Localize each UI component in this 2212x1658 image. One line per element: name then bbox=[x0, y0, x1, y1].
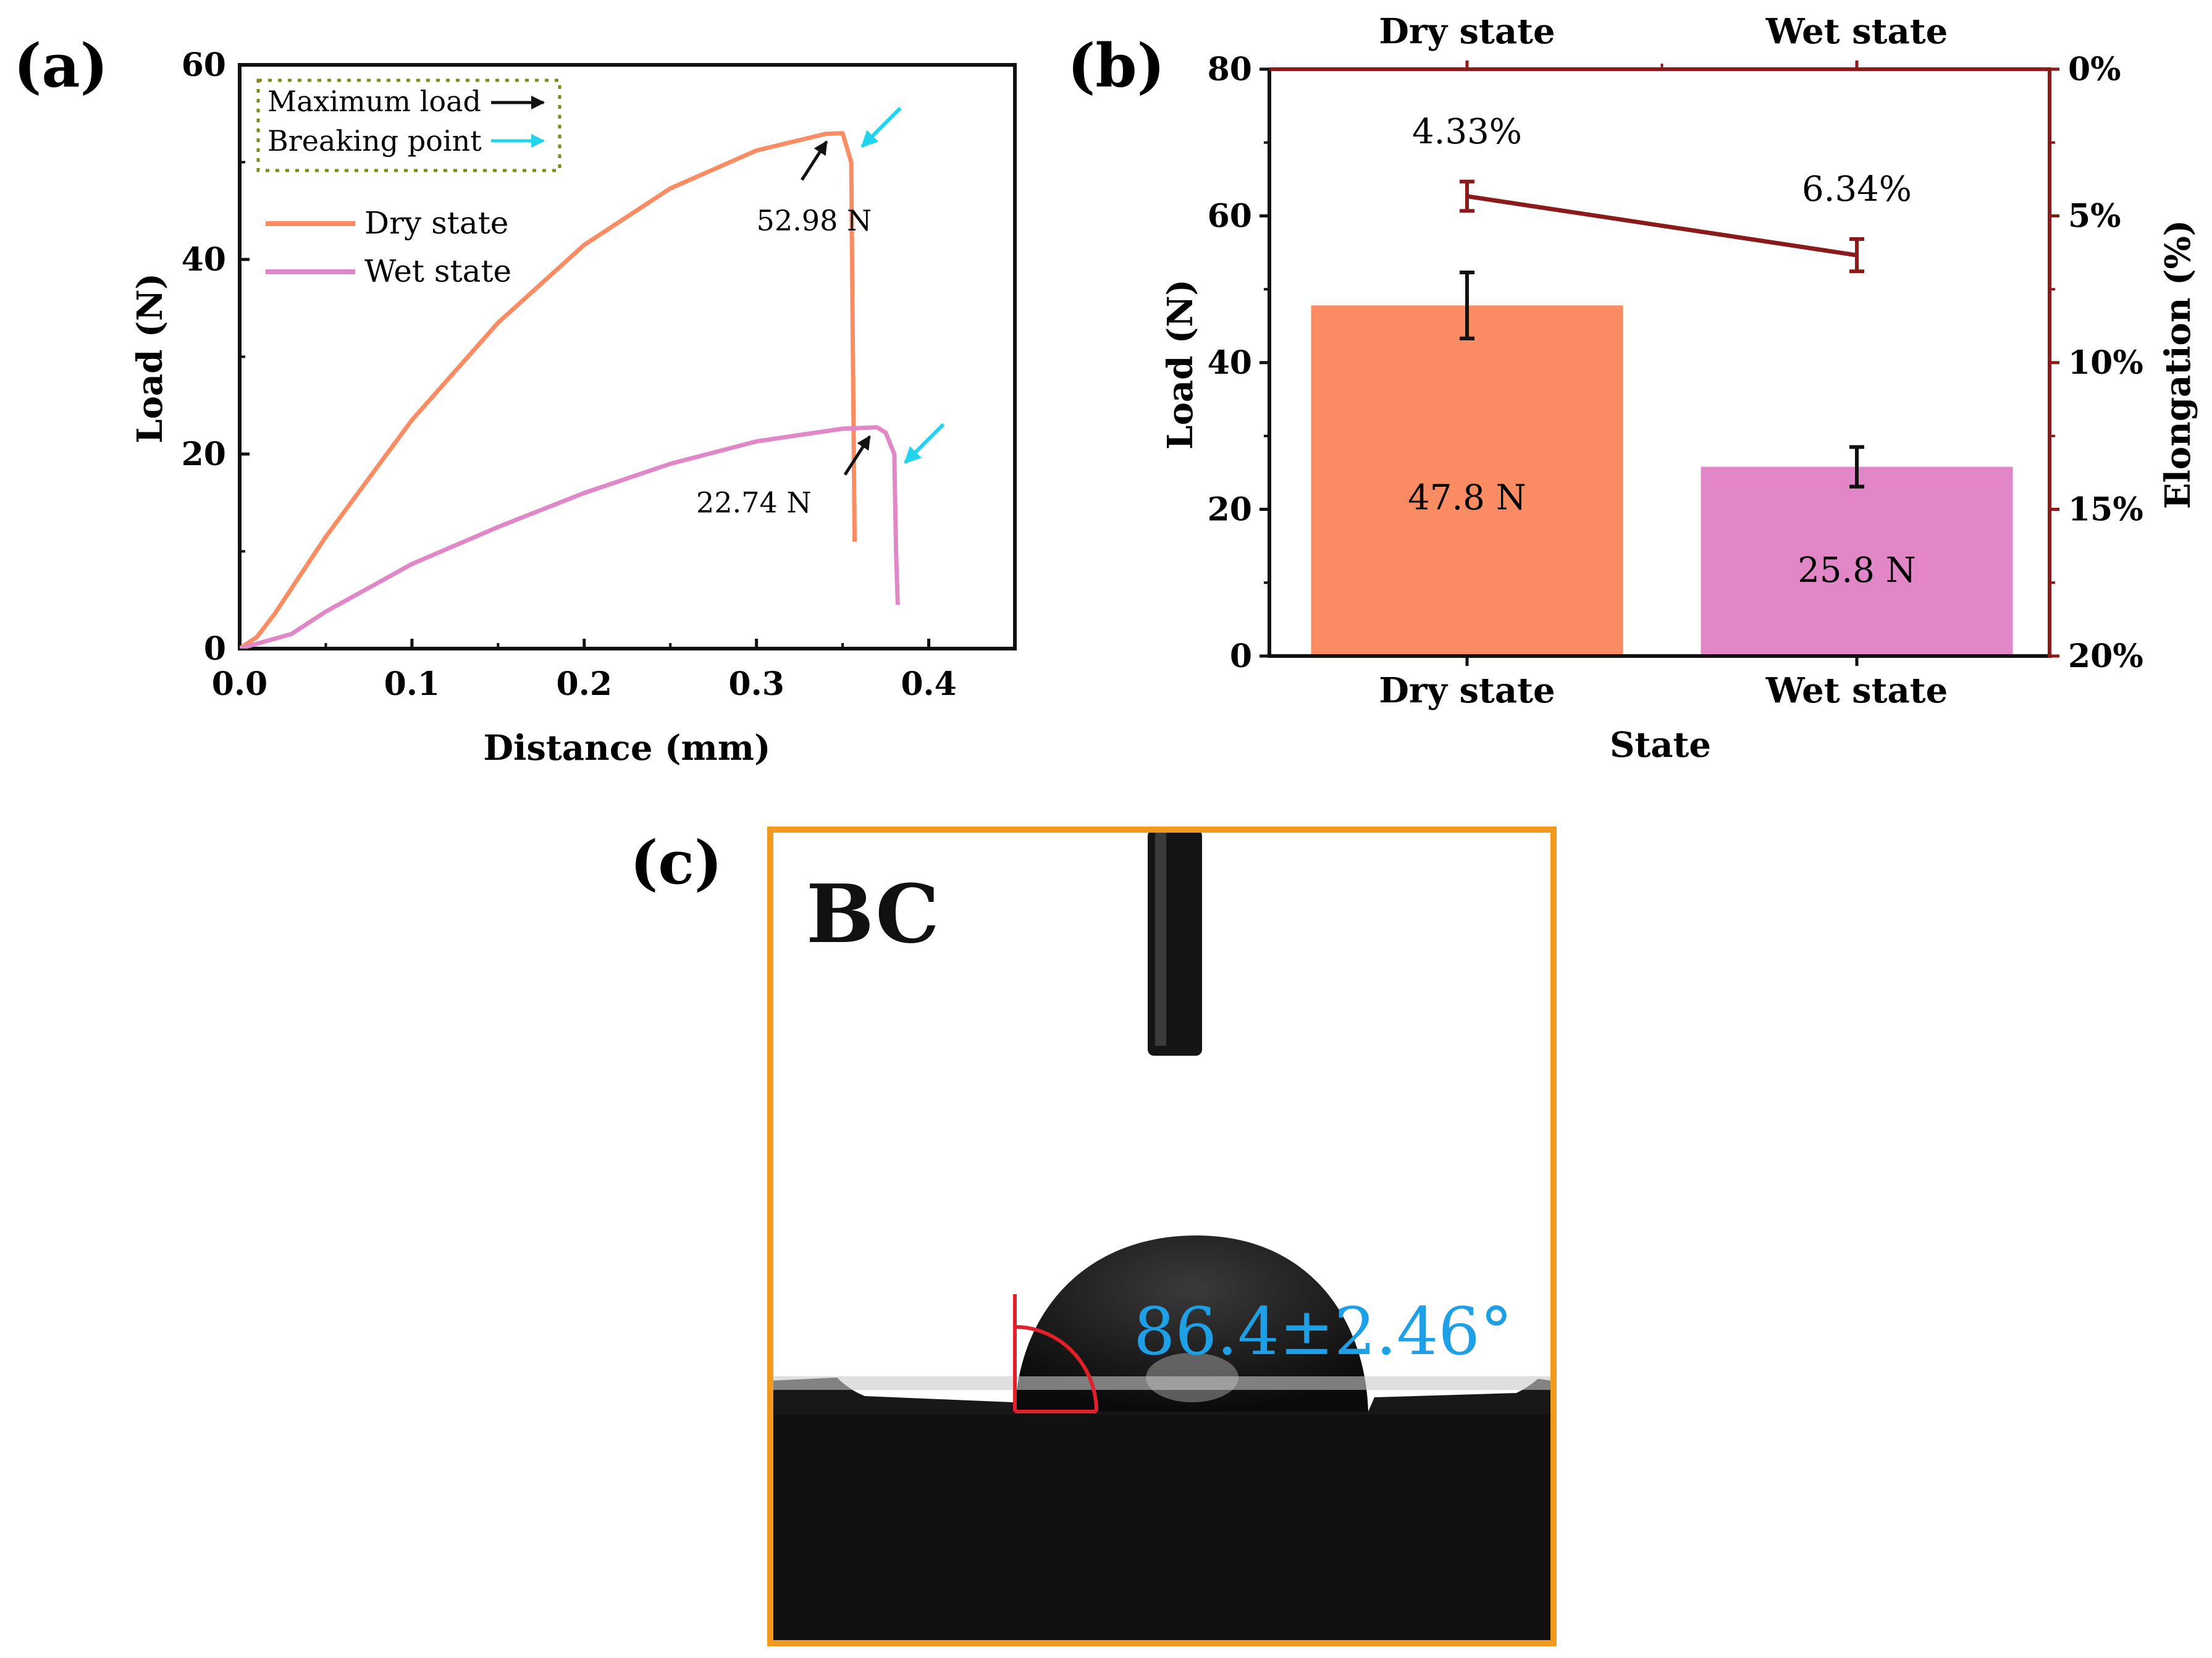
legend-max-load-text: Maximum load bbox=[267, 85, 481, 118]
plot-a-y-tick-label: 60 bbox=[182, 46, 226, 84]
plot-a-x-axis: 0.0 0.1 0.2 0.3 0.4 bbox=[212, 639, 1016, 703]
plot-b-elongation-series: 4.33% 6.34% bbox=[1412, 112, 1912, 274]
plot-b-y2-axis: 0% 5% 10% 15% 20% bbox=[2050, 51, 2143, 675]
water-droplet bbox=[1015, 1235, 1368, 1412]
plot-b-x-axis: Dry state Dry state Wet state Wet state bbox=[1379, 11, 1948, 711]
plot-b-y2-tick-label: 15% bbox=[2068, 491, 2143, 529]
plot-b-y2-tick-label: 20% bbox=[2068, 638, 2143, 675]
legend-breaking-text: Breaking point bbox=[267, 124, 482, 158]
plot-b-x-label: State bbox=[1610, 725, 1711, 765]
panel-a-label: (a) bbox=[14, 31, 108, 101]
max-load-arrow-icon bbox=[843, 435, 871, 476]
max-load-value-label: 22.74 N bbox=[696, 486, 812, 520]
plot-a-x-tick-label: 0.3 bbox=[728, 665, 784, 703]
elongation-line bbox=[1466, 194, 1857, 258]
legend-box-arrows bbox=[256, 78, 561, 172]
panel-b: (b) 47.8 N 25.8 N 0 20 40 60 80 0% 5% 10% 15% 20%… bbox=[1067, 11, 2198, 765]
plot-b-y2-tick-label: 10% bbox=[2068, 344, 2143, 382]
plot-b-x-tick-label: Wet state bbox=[1765, 670, 1948, 711]
plot-b-y-tick-label: 40 bbox=[1208, 344, 1252, 382]
plot-b-y-tick-label: 20 bbox=[1208, 491, 1252, 529]
plot-a-annotations: 52.98 N 22.74 N bbox=[696, 106, 945, 520]
plot-a-x-tick-label: 0.4 bbox=[901, 665, 956, 703]
plot-b-y-tick-label: 80 bbox=[1208, 51, 1252, 88]
max-load-value-label: 52.98 N bbox=[757, 204, 872, 237]
plot-a-x-label: Distance (mm) bbox=[484, 728, 771, 768]
plot-b-y2-label: Elongation (%) bbox=[2158, 220, 2198, 509]
bar-wet bbox=[1701, 466, 2013, 656]
breaking-point-arrow-icon bbox=[904, 423, 945, 464]
plot-b-y-tick-label: 60 bbox=[1208, 198, 1252, 235]
substrate-edge-highlight bbox=[772, 1376, 1552, 1390]
plot-b-bars: 47.8 N 25.8 N bbox=[1311, 270, 2013, 656]
plot-a-x-tick-label: 0.2 bbox=[557, 665, 612, 703]
plot-a-x-tick-label: 0.1 bbox=[384, 665, 440, 703]
plot-a-x-tick-label: 0.0 bbox=[212, 665, 267, 703]
contact-angle-value: 86.4±2.46° bbox=[1133, 1294, 1513, 1370]
plot-b-y-axis: 0 20 40 60 80 bbox=[1208, 51, 1269, 675]
plot-a-y-tick-label: 40 bbox=[182, 241, 226, 279]
contact-angle-photo: BC 86.4±2.46° bbox=[767, 827, 1557, 1646]
elongation-value-label: 4.33% bbox=[1412, 112, 1522, 152]
elongation-value-label: 6.34% bbox=[1802, 169, 1912, 209]
sample-label: BC bbox=[806, 867, 940, 961]
angle-arc bbox=[1014, 1325, 1098, 1412]
plot-b-top-tick-label: Wet state bbox=[1765, 11, 1948, 52]
plot-b-top-tick-label: Dry state bbox=[1379, 11, 1555, 52]
substrate-shadow bbox=[772, 1415, 1552, 1643]
breaking-point-arrow-icon bbox=[860, 106, 902, 148]
legend-wet-label: Wet state bbox=[364, 253, 511, 289]
bar-dry bbox=[1311, 305, 1623, 656]
plot-a-y-tick-label: 0 bbox=[204, 630, 226, 668]
plot-a-y-tick-label: 20 bbox=[182, 436, 226, 473]
photo-frame bbox=[767, 827, 1557, 1646]
max-load-arrow-icon bbox=[801, 140, 828, 181]
plot-a-series bbox=[240, 131, 900, 649]
plot-a-y-label: Load (N) bbox=[130, 273, 170, 444]
bar-value-label: 25.8 N bbox=[1798, 550, 1916, 591]
bar-value-label: 47.8 N bbox=[1408, 478, 1526, 518]
plot-b-y-label: Load (N) bbox=[1160, 279, 1201, 450]
plot-b-x-tick-label: Dry state bbox=[1379, 670, 1555, 711]
plot-b-y2-tick-label: 5% bbox=[2068, 198, 2121, 235]
panel-c-label: (c) bbox=[630, 828, 722, 898]
legend-dry-label: Dry state bbox=[364, 205, 508, 241]
plot-b-y-tick-label: 0 bbox=[1230, 638, 1252, 675]
panel-c: (c) BC 86.4±2.46° bbox=[630, 827, 1557, 1646]
panel-a: (a) 0 20 40 60 0.0 0.1 0.2 0.3 0.4 Distance (mm… bbox=[14, 31, 1017, 768]
series-line-wet bbox=[240, 425, 900, 649]
plot-b-y2-tick-label: 0% bbox=[2068, 51, 2121, 88]
series-line-dry bbox=[240, 131, 857, 649]
plot-a-y-axis: 0 20 40 60 bbox=[182, 46, 250, 668]
panel-b-label: (b) bbox=[1067, 31, 1165, 101]
needle-highlight bbox=[1155, 830, 1166, 1046]
